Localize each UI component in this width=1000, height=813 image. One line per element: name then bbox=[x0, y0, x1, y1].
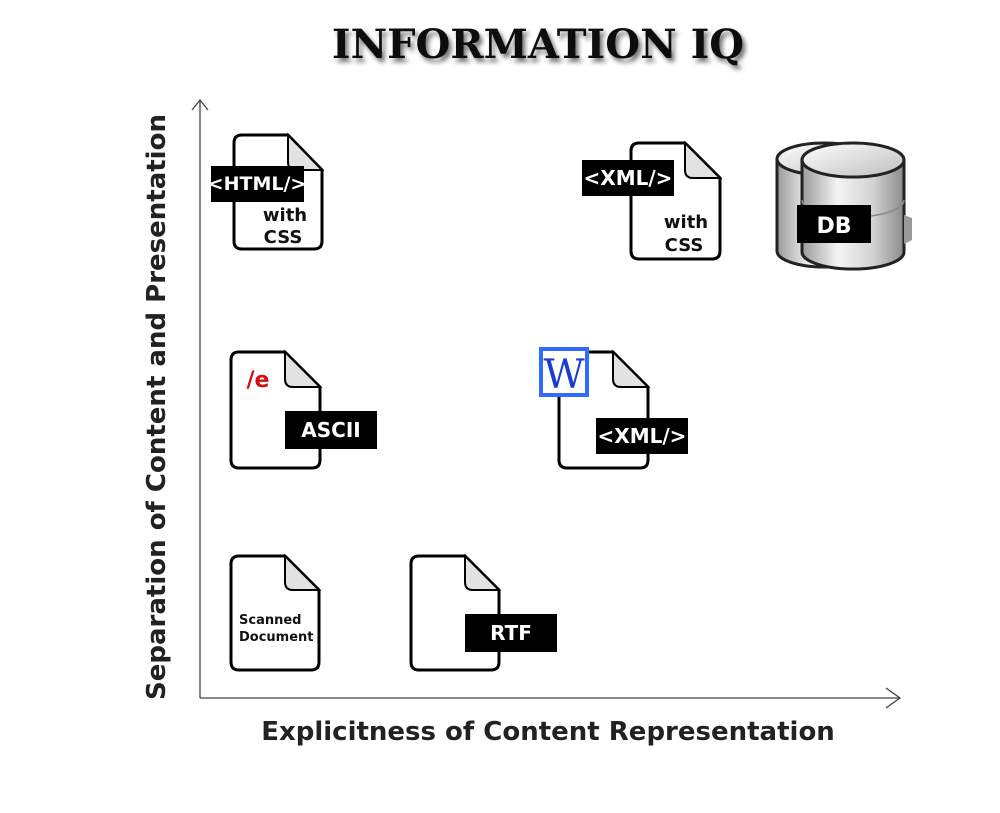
y-axis-label: Separation of Content and Presentation bbox=[142, 114, 172, 700]
html-tag-label: <HTML/> bbox=[208, 173, 307, 195]
document-icon bbox=[229, 350, 322, 470]
xml-with-label: with bbox=[664, 212, 708, 233]
db-tag-label: DB bbox=[816, 214, 851, 239]
axes bbox=[191, 98, 902, 709]
word-xml-tag-box bbox=[596, 418, 688, 454]
document-icon bbox=[409, 554, 501, 672]
db-tag-box bbox=[797, 205, 871, 243]
page-fold-icon bbox=[612, 349, 651, 388]
xml-tag-label: <XML/> bbox=[584, 166, 673, 190]
html-css-label: CSS bbox=[264, 227, 303, 248]
html-tag-box bbox=[211, 166, 304, 202]
html-with-label: with bbox=[263, 205, 307, 226]
word-mark-label: W bbox=[543, 352, 584, 398]
x-axis-arrow-icon bbox=[885, 687, 902, 709]
y-axis-arrow-icon bbox=[191, 98, 209, 111]
rtf-tag-box bbox=[465, 614, 557, 652]
ascii-tag-label: ASCII bbox=[301, 418, 360, 442]
xml-css-label: CSS bbox=[665, 235, 704, 256]
page-fold-icon bbox=[284, 349, 323, 388]
rtf-document: RTF bbox=[409, 553, 557, 672]
html-css-document: <HTML/> with CSS bbox=[208, 132, 325, 251]
xml-tag-box bbox=[582, 160, 674, 196]
page-fold-icon bbox=[287, 132, 325, 171]
x-axis-label: Explicitness of Content Representation bbox=[261, 717, 835, 747]
page-fold-icon bbox=[464, 553, 502, 591]
scanned-document: Scanned Document bbox=[229, 553, 322, 672]
page-fold-icon bbox=[684, 140, 723, 179]
word-xml-tag-label: <XML/> bbox=[598, 424, 687, 448]
word-icon bbox=[539, 347, 589, 397]
xml-css-document: <XML/> with CSS bbox=[582, 140, 723, 261]
ascii-mark-label: /e bbox=[247, 368, 270, 393]
ascii-document: /e ASCII bbox=[229, 349, 377, 470]
database-icon: DB bbox=[775, 141, 912, 271]
page-title: INFORMATION IQ bbox=[332, 21, 744, 68]
ascii-tag-box bbox=[285, 411, 377, 449]
rtf-tag-label: RTF bbox=[490, 621, 532, 645]
scanned-label-line2: Document bbox=[239, 630, 314, 645]
word-xml-document: W <XML/> bbox=[539, 347, 688, 470]
page-fold-icon bbox=[284, 553, 322, 591]
scanned-label-line1: Scanned bbox=[239, 613, 301, 628]
